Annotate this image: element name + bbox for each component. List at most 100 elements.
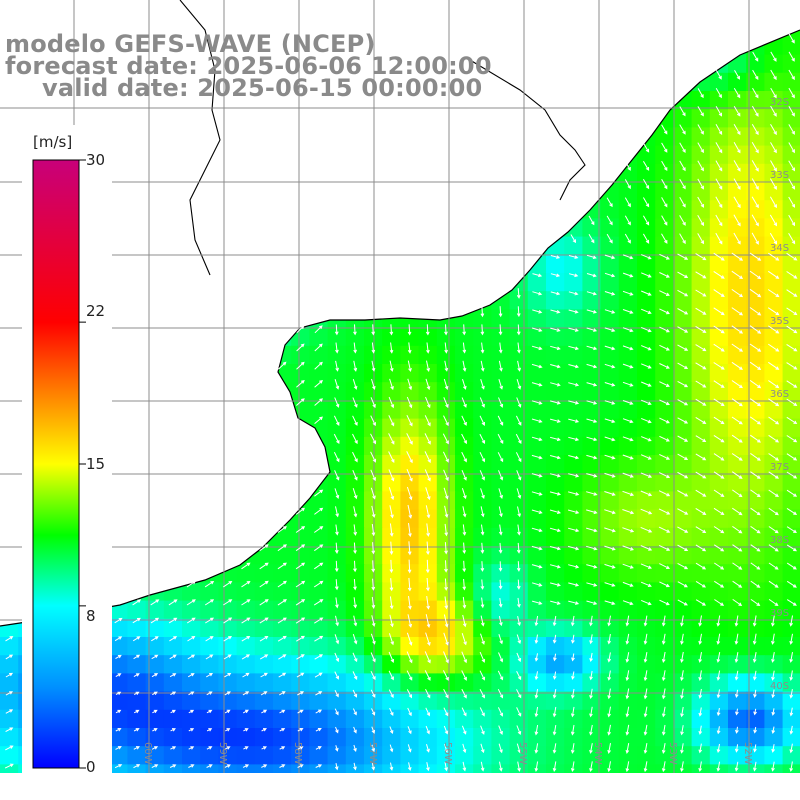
wind-arrow (407, 744, 412, 753)
wind-arrow (534, 634, 539, 645)
wind-arrow (188, 746, 195, 750)
wind-arrow (5, 691, 14, 696)
wind-arrow (624, 233, 631, 244)
wind-arrow (371, 505, 376, 518)
wind-arrow (751, 178, 759, 191)
wind-arrow (261, 728, 267, 732)
wind-arrow (531, 600, 543, 605)
wind-arrow (169, 636, 178, 642)
wind-arrow (604, 327, 616, 332)
wind-arrow (114, 636, 123, 642)
wind-arrow (752, 652, 757, 663)
wind-arrow (498, 561, 503, 572)
wind-arrow (550, 273, 561, 278)
wind-arrow (151, 764, 159, 769)
wind-arrow (642, 197, 650, 208)
wind-arrow (549, 491, 562, 496)
wind-arrow (371, 596, 376, 609)
wind-arrow (622, 436, 634, 442)
wind-arrow (516, 579, 521, 590)
wind-arrow (752, 615, 757, 627)
wind-arrow (353, 542, 357, 555)
wind-arrow (698, 652, 702, 663)
wind-arrow (677, 544, 689, 551)
wind-arrow (314, 398, 323, 406)
wind-arrow (115, 728, 122, 732)
wind-arrow (713, 362, 725, 370)
wind-arrow (771, 761, 775, 772)
wind-arrow (406, 414, 413, 427)
wind-arrow (768, 252, 780, 261)
wind-arrow (534, 615, 539, 627)
wind-arrow (461, 651, 467, 664)
wind-arrow (789, 670, 793, 681)
wind-arrow (353, 324, 357, 336)
wind-arrow (735, 708, 739, 716)
wind-arrow (622, 490, 635, 497)
wind-arrow (695, 562, 707, 570)
wind-arrow (479, 470, 485, 481)
wind-arrow (224, 764, 231, 768)
wind-arrow (424, 469, 431, 482)
wind-arrow (170, 709, 176, 714)
wind-arrow (480, 379, 485, 390)
wind-arrow (715, 214, 723, 227)
wind-arrow (480, 597, 485, 609)
wind-arrow (695, 289, 707, 297)
wind-arrow (604, 600, 616, 605)
wind-arrow (295, 599, 306, 606)
wind-arrow (479, 670, 486, 681)
wind-arrow (425, 487, 431, 501)
wind-arrow (768, 598, 779, 606)
wind-arrow (152, 709, 158, 714)
wind-arrow (462, 743, 467, 754)
wind-arrow (277, 599, 287, 606)
wind-arrow (695, 362, 707, 370)
wind-arrow (133, 728, 140, 732)
wind-arrow (241, 562, 251, 570)
wind-arrow (680, 651, 684, 664)
wind-arrow (568, 582, 580, 587)
wind-arrow (186, 617, 196, 624)
wind-arrow (586, 291, 597, 296)
wind-arrow (295, 562, 306, 570)
wind-arrow (641, 345, 652, 351)
wind-arrow (695, 398, 707, 406)
wind-arrow (624, 197, 631, 208)
colorbar-tick-0: 0 (86, 758, 96, 776)
wind-arrow (278, 691, 286, 696)
wind-arrow (586, 564, 598, 569)
wind-arrow (315, 764, 323, 768)
wind-arrow (333, 433, 340, 445)
wind-arrow (313, 599, 324, 606)
lon-label-59w: 59W (217, 742, 228, 765)
wind-arrow (568, 564, 580, 569)
wind-arrow (788, 87, 795, 99)
wind-arrow (659, 563, 671, 569)
wind-arrow (461, 415, 467, 426)
wind-arrow (589, 615, 593, 627)
wind-arrow (352, 470, 358, 481)
wind-arrow (770, 51, 777, 62)
wind-arrow (641, 290, 652, 296)
wind-arrow (695, 344, 707, 352)
wind-arrow (152, 728, 158, 732)
wind-arrow (408, 523, 412, 538)
wind-arrow (333, 451, 340, 463)
wind-arrow (768, 562, 779, 570)
wind-arrow (589, 652, 593, 662)
wind-arrow (550, 291, 561, 296)
wind-arrow (697, 142, 704, 154)
wind-arrow (571, 634, 575, 644)
wind-arrow (786, 471, 798, 479)
wind-arrow (753, 708, 757, 716)
wind-arrow (550, 309, 561, 314)
wind-arrow (407, 707, 412, 717)
wind-arrow (640, 490, 653, 497)
wind-arrow (531, 582, 543, 587)
wind-arrow (749, 325, 762, 334)
wind-arrow (715, 124, 723, 136)
wind-arrow (205, 636, 214, 642)
wind-arrow (641, 254, 652, 260)
